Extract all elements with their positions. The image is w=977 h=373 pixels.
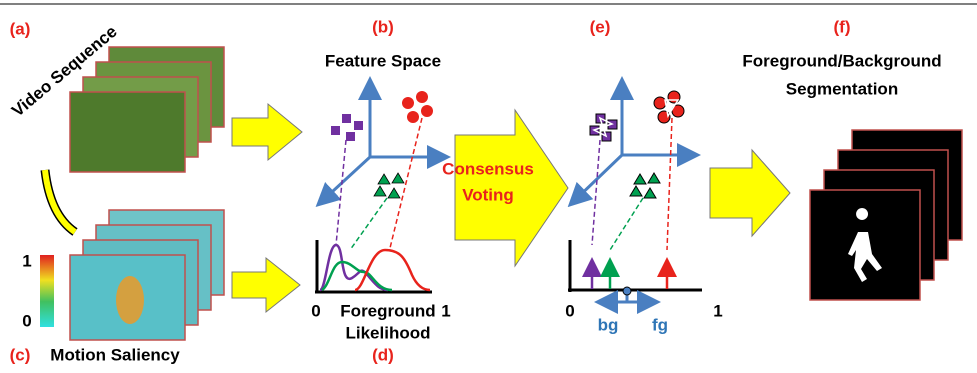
panel-label: (b) bbox=[372, 17, 394, 36]
red-cluster bbox=[654, 91, 684, 123]
axis-max: 1 bbox=[441, 301, 450, 320]
video-stack bbox=[70, 47, 224, 172]
caption: Motion Saliency bbox=[50, 345, 180, 364]
panel-label: (d) bbox=[372, 345, 394, 364]
axis-title: Foreground bbox=[340, 301, 435, 320]
caption: Foreground/Background bbox=[742, 51, 941, 70]
green-cluster bbox=[630, 173, 660, 198]
caption: Feature Space bbox=[325, 51, 441, 70]
colorbar-max: 1 bbox=[22, 251, 31, 270]
likelihood-curves bbox=[320, 245, 430, 290]
diagram: (a) Video Sequence 1 0 (c) Motion Salien… bbox=[0, 0, 977, 373]
colorbar bbox=[40, 255, 54, 327]
caption: Segmentation bbox=[786, 79, 898, 98]
red-cluster bbox=[402, 91, 433, 123]
saliency-stack bbox=[70, 210, 224, 340]
purple-cluster bbox=[331, 114, 363, 141]
panel-label: (a) bbox=[10, 19, 31, 38]
consensus-text: Consensus bbox=[442, 159, 534, 178]
threshold-dot bbox=[623, 287, 631, 295]
axis-title: Likelihood bbox=[346, 323, 431, 342]
voting-axes bbox=[568, 240, 702, 292]
green-cluster bbox=[374, 173, 404, 198]
panel-label: (f) bbox=[834, 17, 851, 36]
mask-stack bbox=[810, 130, 962, 300]
consensus-text: Voting bbox=[462, 185, 514, 204]
axis-min: 0 bbox=[565, 301, 574, 320]
panel-label: (c) bbox=[10, 345, 31, 364]
panel-label: (e) bbox=[590, 17, 611, 36]
axis-min: 0 bbox=[311, 301, 320, 320]
axis-max: 1 bbox=[713, 301, 722, 320]
fg-label: fg bbox=[652, 315, 668, 334]
colorbar-min: 0 bbox=[22, 311, 31, 330]
bg-label: bg bbox=[598, 315, 619, 334]
saliency-blob bbox=[116, 276, 144, 324]
vote-arrows bbox=[592, 262, 667, 289]
